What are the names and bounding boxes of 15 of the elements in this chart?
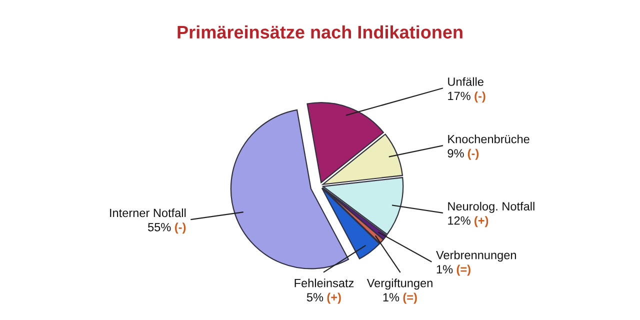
- slice-label: Knochenbrüche: [448, 134, 530, 144]
- slice-label: Verbrennungen: [436, 250, 516, 262]
- slice-label: Vergiftungen: [366, 278, 432, 290]
- slice-label: Neurolog. Notfall: [448, 202, 534, 213]
- data-label: 12% (+): [448, 216, 488, 228]
- slice-label: Fehleinsatz: [294, 278, 354, 288]
- slice-label: Interner Notfall: [110, 208, 186, 218]
- data-label: 1% (=): [383, 292, 417, 304]
- data-label: 9% (-): [448, 148, 479, 160]
- data-label: 1% (=): [436, 264, 470, 276]
- data-label: 55% (-): [148, 222, 186, 234]
- data-label: 17% (-): [448, 91, 486, 102]
- chart-title: Primäreinsätze nach Indikationen: [178, 25, 462, 39]
- data-label: 5% (+): [306, 292, 341, 304]
- slice-label: Unfälle: [448, 77, 484, 86]
